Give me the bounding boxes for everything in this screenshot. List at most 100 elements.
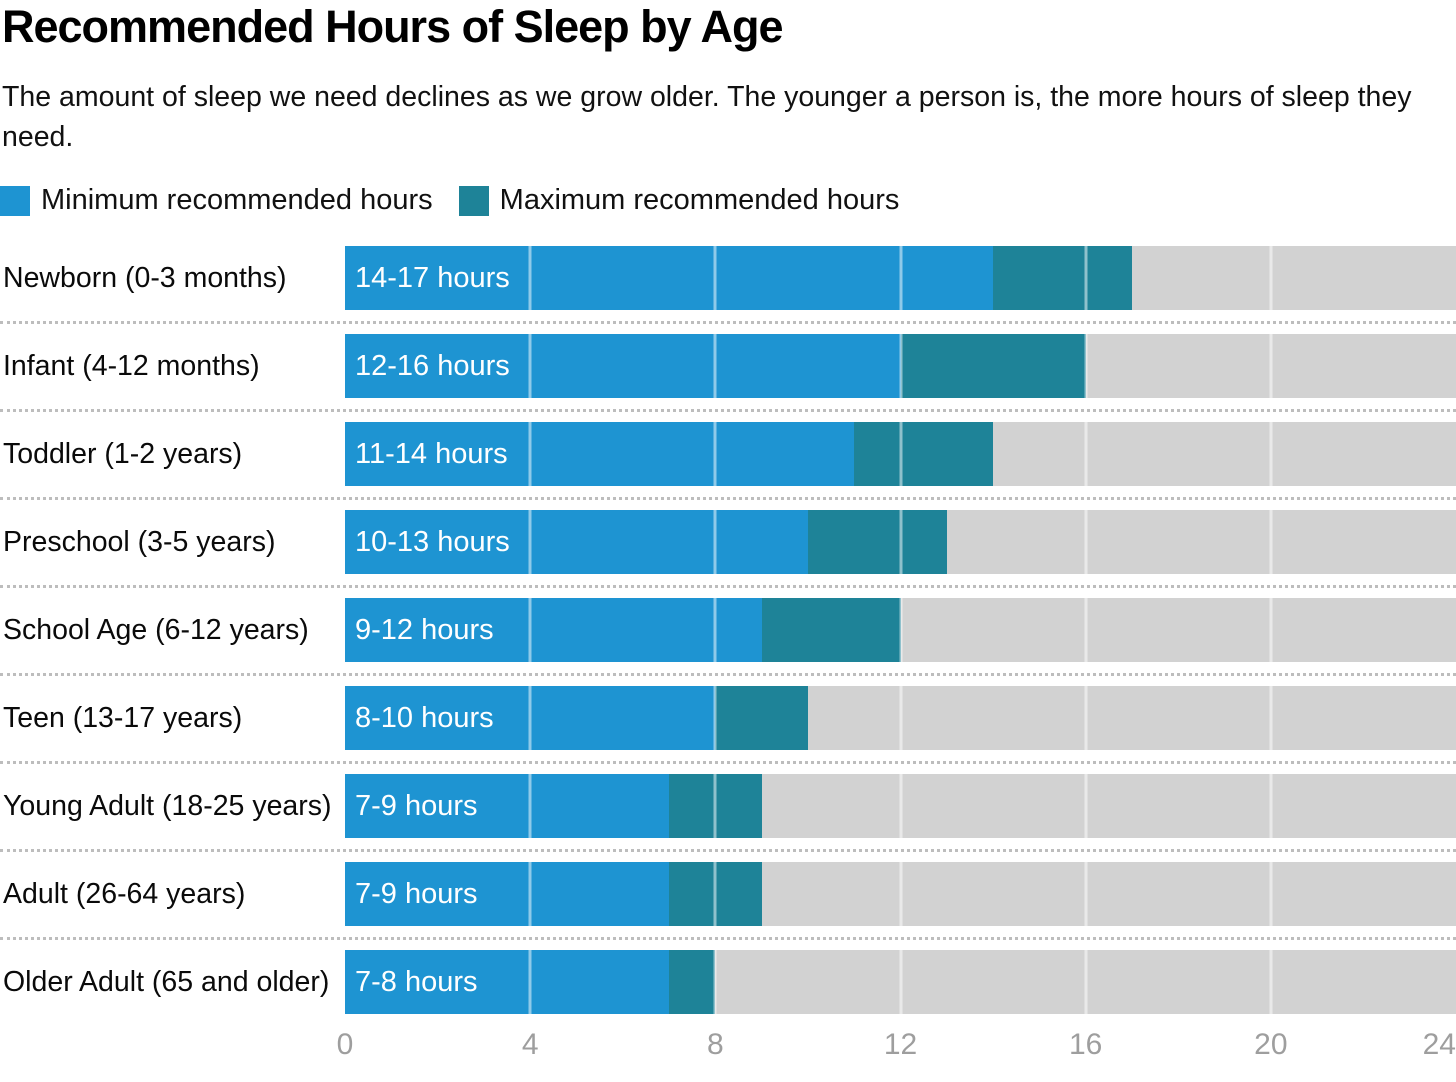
gridline (899, 334, 902, 399)
x-axis-tick-20: 20 (1254, 1028, 1288, 1062)
gridline (528, 686, 532, 751)
bar-value-label: 9-12 hours (355, 613, 494, 646)
gridline (1269, 774, 1273, 839)
max-bar-segment (900, 334, 1086, 399)
bar-value-label: 7-8 hours (355, 965, 478, 998)
gridline (713, 686, 717, 751)
bar-area: 8-10 hours (345, 686, 1456, 751)
gridline (1084, 510, 1088, 575)
gridline (1269, 686, 1273, 751)
gridline (1269, 246, 1273, 311)
gridline (1269, 510, 1273, 575)
max-bar-segment (761, 598, 901, 663)
x-axis-tick-24: 24 (1422, 1028, 1456, 1062)
row-label: Newborn (0-3 months) (3, 261, 287, 294)
gridline (713, 950, 717, 1015)
sleep-bar-chart: Newborn (0-3 months) 14-17 hours Infant … (0, 246, 1456, 1015)
chart-row: Teen (13-17 years) 8-10 hours (0, 686, 1456, 774)
gridline (899, 598, 902, 663)
gridline (1084, 774, 1088, 839)
gridline (713, 422, 717, 487)
bar-value-label: 11-14 hours (355, 437, 508, 470)
gridline (1084, 862, 1088, 927)
max-bar-segment (715, 686, 808, 751)
bar-value-label: 12-16 hours (355, 349, 510, 382)
maximum-swatch-icon (458, 185, 489, 216)
legend: Minimum recommended hours Maximum recomm… (0, 184, 1456, 217)
row-separator (0, 497, 1456, 501)
row-label: Young Adult (18-25 years) (3, 789, 332, 822)
max-bar-segment (993, 246, 1132, 311)
subtitle: The amount of sleep we need declines as … (2, 81, 1412, 154)
min-bar-segment (345, 950, 670, 1015)
chart-row: School Age (6-12 years) 9-12 hours (0, 598, 1456, 686)
row-separator (0, 937, 1456, 941)
gridline (899, 950, 902, 1015)
bar-area: 9-12 hours (345, 598, 1456, 663)
max-bar-segment (807, 510, 947, 575)
gridline (1084, 422, 1088, 487)
legend-label-minimum: Minimum recommended hours (41, 184, 433, 217)
bar-value-label: 14-17 hours (355, 261, 510, 294)
gridline (899, 774, 902, 839)
gridline (528, 950, 532, 1015)
row-separator (0, 761, 1456, 765)
min-bar-segment (345, 334, 901, 399)
row-label: Preschool (3-5 years) (3, 525, 276, 558)
bar-area: 7-8 hours (345, 950, 1456, 1015)
minimum-swatch-icon (0, 185, 30, 216)
gridline (713, 774, 717, 839)
page-title: Recommended Hours of Sleep by Age (2, 1, 784, 52)
min-bar-segment (345, 774, 670, 839)
row-label: Infant (4-12 months) (3, 349, 260, 382)
gridline (528, 510, 532, 575)
gridline (899, 246, 902, 311)
row-separator (0, 673, 1456, 677)
bar-value-label: 8-10 hours (355, 701, 494, 734)
row-label: Adult (26-64 years) (3, 877, 246, 910)
gridline (528, 598, 532, 663)
row-label: Teen (13-17 years) (3, 701, 243, 734)
x-axis-tick-8: 8 (706, 1028, 724, 1062)
gridline (899, 686, 902, 751)
gridline (1269, 422, 1273, 487)
row-separator (0, 321, 1456, 325)
min-bar-segment (345, 246, 994, 311)
gridline (528, 246, 532, 311)
bar-area: 12-16 hours (345, 334, 1456, 399)
row-separator (0, 409, 1456, 413)
bar-value-label: 7-9 hours (355, 877, 478, 910)
gridline (899, 862, 902, 927)
bar-value-label: 10-13 hours (355, 525, 510, 558)
gridline (1084, 246, 1088, 311)
gridline (713, 334, 717, 399)
gridline (528, 334, 532, 399)
max-bar-segment (854, 422, 994, 487)
legend-item-minimum: Minimum recommended hours (0, 184, 433, 217)
gridline (713, 246, 717, 311)
gridline (1084, 334, 1088, 399)
gridline (1269, 950, 1273, 1015)
chart-row: Older Adult (65 and older) 7-8 hours (0, 950, 1456, 1015)
gridline (1269, 334, 1273, 399)
min-bar-segment (345, 598, 762, 663)
gridline (1084, 686, 1088, 751)
chart-row: Adult (26-64 years) 7-9 hours (0, 862, 1456, 950)
gridline (899, 510, 902, 575)
bar-area: 7-9 hours (345, 774, 1456, 839)
x-axis-tick-16: 16 (1068, 1028, 1103, 1062)
bar-area: 14-17 hours (345, 246, 1456, 311)
chart-row: Newborn (0-3 months) 14-17 hours (0, 246, 1456, 334)
gridline (528, 422, 532, 487)
chart-row: Toddler (1-2 years) 11-14 hours (0, 422, 1456, 510)
min-bar-segment (345, 862, 670, 927)
bar-value-label: 7-9 hours (355, 789, 478, 822)
bar-area: 11-14 hours (345, 422, 1456, 487)
gridline (899, 422, 902, 487)
gridline (713, 598, 717, 663)
gridline (1084, 950, 1088, 1015)
gridline (528, 862, 532, 927)
x-axis: 0 4 8 12 16 20 24 (337, 1022, 1456, 1076)
chart-row: Young Adult (18-25 years) 7-9 hours (0, 774, 1456, 862)
chart-row: Preschool (3-5 years) 10-13 hours (0, 510, 1456, 598)
